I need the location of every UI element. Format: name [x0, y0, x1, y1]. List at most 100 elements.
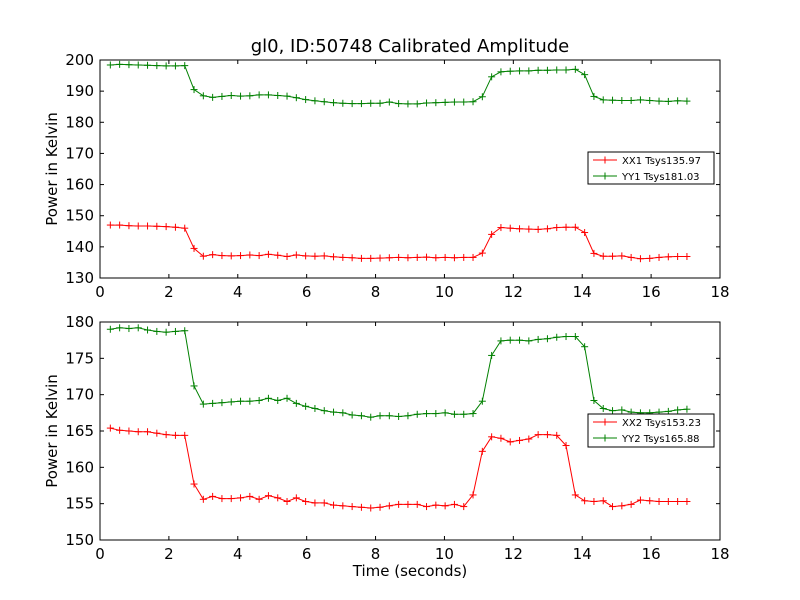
data-point-xx2 — [348, 503, 356, 511]
data-point-yy2 — [674, 406, 682, 414]
data-point-xx1 — [571, 223, 579, 231]
data-point-xx1 — [144, 222, 152, 230]
data-point-yy1 — [562, 66, 570, 74]
data-point-xx2 — [171, 431, 179, 439]
data-point-xx1 — [385, 254, 393, 262]
data-point-yy1 — [367, 99, 375, 107]
top-y-tick-label: 130 — [65, 269, 94, 287]
data-point-yy1 — [302, 96, 310, 104]
bottom-y-tick-label: 175 — [65, 349, 94, 367]
data-point-xx2 — [655, 497, 663, 505]
top-x-tick-label: 16 — [642, 283, 661, 301]
data-point-yy1 — [460, 98, 468, 106]
data-point-yy1 — [395, 100, 403, 108]
bottom-x-tick-label: 8 — [371, 545, 381, 563]
data-point-yy1 — [683, 97, 691, 105]
chart-title: gl0, ID:50748 Calibrated Amplitude — [251, 36, 570, 57]
data-point-xx1 — [478, 249, 486, 257]
top-y-tick-label: 180 — [65, 113, 94, 131]
data-point-xx1 — [562, 223, 570, 231]
top-y-tick-label: 200 — [65, 51, 94, 69]
top-x-tick-label: 18 — [710, 283, 729, 301]
data-point-xx1 — [227, 252, 235, 260]
data-point-yy2 — [357, 412, 365, 420]
data-point-yy2 — [423, 410, 431, 418]
data-point-xx1 — [636, 255, 644, 263]
bottom-x-tick-label: 2 — [164, 545, 174, 563]
data-point-yy2 — [227, 398, 235, 406]
data-point-xx1 — [450, 254, 458, 262]
data-point-yy2 — [683, 405, 691, 413]
data-point-yy2 — [209, 399, 217, 407]
data-point-yy2 — [571, 333, 579, 341]
data-point-xx1 — [171, 223, 179, 231]
data-point-yy1 — [636, 96, 644, 104]
data-point-yy1 — [292, 94, 300, 102]
data-point-xx1 — [646, 254, 654, 262]
data-point-xx1 — [255, 252, 263, 260]
data-point-yy2 — [367, 413, 375, 421]
data-point-yy2 — [506, 336, 514, 344]
data-point-yy2 — [134, 324, 142, 332]
data-point-xx1 — [674, 253, 682, 261]
data-point-xx2 — [237, 494, 245, 502]
data-point-xx1 — [116, 221, 124, 229]
top-subplot: gl0, ID:50748 Calibrated Amplitude Power… — [43, 36, 730, 301]
data-point-yy2 — [562, 333, 570, 341]
data-point-xx1 — [357, 254, 365, 262]
top-y-axis-label: Power in Kelvin — [43, 112, 61, 226]
data-point-xx1 — [283, 253, 291, 261]
data-point-yy2 — [274, 396, 282, 404]
data-point-xx2 — [227, 495, 235, 503]
data-point-xx1 — [181, 224, 189, 232]
data-point-yy2 — [395, 412, 403, 420]
data-point-yy1 — [423, 99, 431, 107]
data-point-yy2 — [283, 394, 291, 402]
data-point-yy1 — [571, 65, 579, 73]
data-point-xx2 — [534, 431, 542, 439]
data-point-yy1 — [534, 66, 542, 74]
data-point-yy2 — [534, 335, 542, 343]
data-point-xx2 — [330, 501, 338, 509]
bottom-y-tick-label: 160 — [65, 458, 94, 476]
top-x-tick-label: 10 — [435, 283, 454, 301]
top-y-tick-label: 150 — [65, 207, 94, 225]
data-point-yy1 — [218, 92, 226, 100]
data-point-yy1 — [590, 92, 598, 100]
top-y-tick-label: 190 — [65, 82, 94, 100]
data-point-yy2 — [106, 325, 114, 333]
data-point-xx2 — [525, 435, 533, 443]
data-point-yy2 — [190, 382, 198, 390]
data-point-yy2 — [469, 410, 477, 418]
data-point-yy2 — [125, 325, 133, 333]
data-point-yy1 — [199, 92, 207, 100]
data-point-yy1 — [674, 97, 682, 105]
legend-label-yy1: YY1 Tsys181.03 — [621, 172, 700, 183]
data-point-xx1 — [348, 254, 356, 262]
data-point-yy2 — [432, 410, 440, 418]
data-point-xx1 — [274, 251, 282, 259]
data-point-yy2 — [246, 397, 254, 405]
data-point-yy2 — [404, 412, 412, 420]
bottom-y-tick-label: 150 — [65, 531, 94, 549]
data-point-yy2 — [385, 412, 393, 420]
data-point-xx2 — [181, 431, 189, 439]
data-point-yy1 — [283, 92, 291, 100]
data-point-xx2 — [646, 497, 654, 505]
data-point-yy2 — [153, 327, 161, 335]
data-point-yy1 — [209, 93, 217, 101]
data-point-yy1 — [246, 92, 254, 100]
data-point-yy1 — [441, 98, 449, 106]
data-point-yy1 — [357, 100, 365, 108]
data-point-yy1 — [655, 97, 663, 105]
data-point-xx2 — [357, 503, 365, 511]
top-x-tick-label: 6 — [302, 283, 312, 301]
data-point-xx1 — [655, 253, 663, 261]
data-point-yy1 — [599, 96, 607, 104]
data-point-yy2 — [413, 410, 421, 418]
data-point-yy1 — [627, 96, 635, 104]
data-point-xx1 — [292, 251, 300, 259]
data-point-xx2 — [125, 427, 133, 435]
